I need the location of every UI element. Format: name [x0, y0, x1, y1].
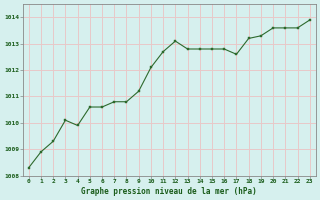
- X-axis label: Graphe pression niveau de la mer (hPa): Graphe pression niveau de la mer (hPa): [81, 187, 257, 196]
